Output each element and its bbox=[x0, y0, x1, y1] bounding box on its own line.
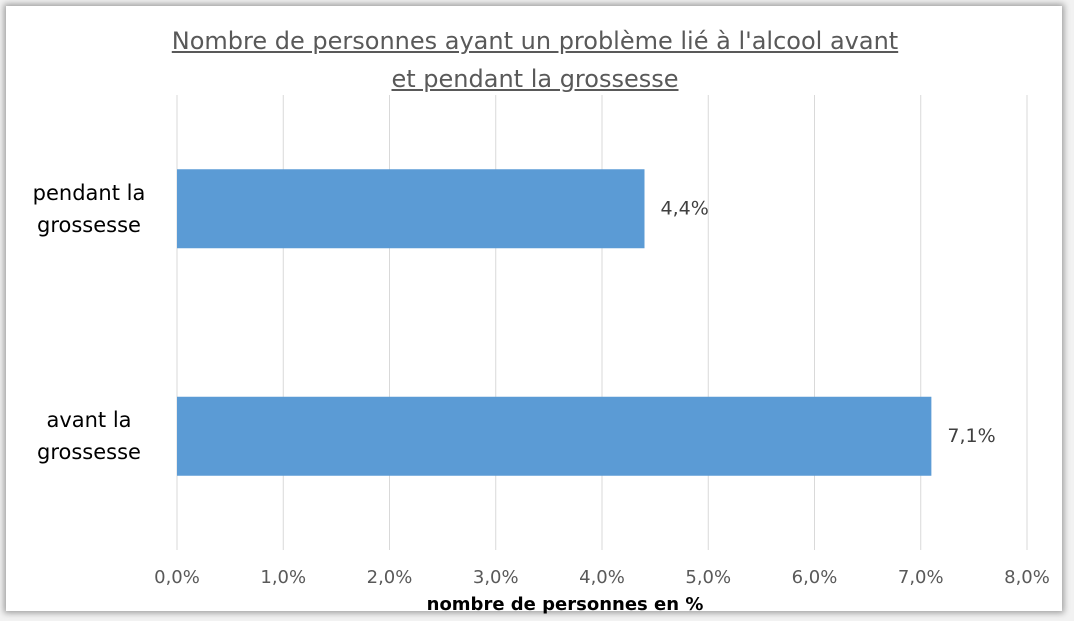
x-tick-label: 1,0% bbox=[260, 567, 306, 588]
data-label: 4,4% bbox=[661, 197, 709, 219]
y-tick-label: avant la grossesse bbox=[37, 408, 141, 465]
bar bbox=[177, 169, 645, 249]
bar bbox=[177, 396, 932, 476]
x-tick-label: 2,0% bbox=[367, 567, 413, 588]
data-label: 7,1% bbox=[947, 425, 995, 447]
x-tick-label: 3,0% bbox=[473, 567, 519, 588]
x-axis-title: nombre de personnes en % bbox=[427, 594, 704, 615]
chart-frame bbox=[6, 6, 1062, 611]
x-tick-label: 0,0% bbox=[154, 567, 200, 588]
y-tick-label: pendant la grossesse bbox=[32, 180, 146, 237]
chart-title: Nombre de personnes ayant un problème li… bbox=[171, 27, 899, 93]
x-tick-label: 4,0% bbox=[579, 567, 625, 588]
x-tick-label: 7,0% bbox=[898, 567, 944, 588]
x-tick-label: 8,0% bbox=[1004, 567, 1050, 588]
x-tick-label: 5,0% bbox=[685, 567, 731, 588]
x-tick-label: 6,0% bbox=[792, 567, 838, 588]
